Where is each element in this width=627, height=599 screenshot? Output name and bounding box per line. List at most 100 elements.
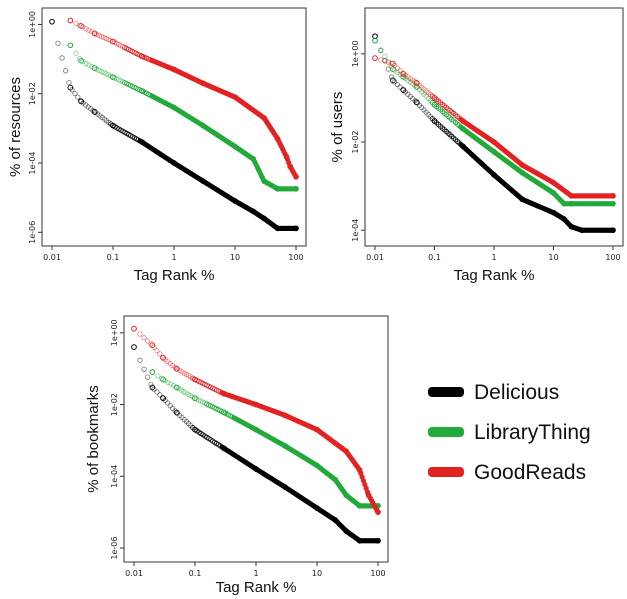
data-point [67, 17, 74, 24]
data-point [232, 143, 238, 150]
series-marker [151, 386, 157, 392]
y-tick-label: 1e+00 [28, 11, 37, 38]
series-marker [171, 383, 177, 389]
y-tick-label: 1e-04 [28, 151, 37, 174]
series-marker [385, 66, 391, 72]
data-point [610, 193, 616, 199]
legend-swatch [428, 467, 464, 477]
y-tick-label: 1e-04 [110, 465, 119, 488]
data-point [91, 65, 98, 71]
data-point [149, 342, 156, 349]
data-point [67, 42, 74, 49]
data-point [314, 462, 320, 469]
series-marker [157, 392, 163, 398]
data-point [332, 517, 339, 523]
series-librarything [372, 37, 616, 207]
data-point [171, 160, 177, 166]
data-point [131, 325, 137, 332]
data-point [343, 528, 349, 534]
series-marker [137, 357, 143, 363]
x-axis-label: Tag Rank % [454, 267, 535, 284]
x-tick-label: 10 [548, 253, 558, 262]
data-point [274, 225, 281, 232]
data-point [110, 38, 116, 45]
series-delicious [372, 33, 616, 234]
data-point [431, 95, 438, 101]
chart-panel-3: 0.01 0.1 1 10 100 1e-06 1e-04 1e-02 1e+00 Tag Ran… [85, 315, 389, 596]
data-point [221, 445, 227, 452]
data-point [160, 395, 166, 402]
data-point [253, 466, 259, 472]
data-point [519, 169, 526, 176]
series-marker [391, 62, 398, 68]
data-point [200, 178, 206, 184]
data-point [131, 344, 137, 350]
data-point [356, 503, 363, 509]
data-point [200, 122, 206, 129]
series-marker [59, 55, 65, 61]
data-point [221, 390, 227, 397]
series-marker [391, 79, 398, 85]
data-point [375, 537, 381, 544]
x-axis-label: Tag Rank % [216, 579, 297, 596]
y-axis-label: % of bookmarks [85, 385, 102, 493]
x-tick-label: 1 [171, 253, 176, 262]
series-marker [165, 400, 171, 406]
x-tick-label: 10 [230, 253, 240, 262]
x-tick-label: 0.1 [107, 253, 120, 262]
data-point [149, 369, 156, 375]
series-marker [86, 62, 92, 68]
data-point [78, 98, 84, 105]
data-point [232, 198, 238, 204]
y-tick-label: 1e-06 [110, 537, 119, 560]
legend-label: Delicious [474, 381, 559, 404]
data-point [610, 227, 616, 234]
data-point [375, 509, 381, 516]
data-point [261, 115, 267, 121]
data-point [139, 88, 145, 94]
data-point [413, 83, 420, 90]
x-tick-label: 0.01 [366, 253, 384, 262]
series-marker [154, 389, 160, 395]
legend-swatch [428, 427, 464, 437]
series-marker [394, 65, 401, 71]
series-marker [86, 27, 92, 33]
y-tick-label: 1e-02 [351, 130, 360, 153]
data-point [171, 104, 177, 111]
series-marker [141, 366, 147, 372]
series-marker [167, 403, 173, 409]
series-marker [89, 29, 95, 35]
data-point [343, 492, 349, 498]
series-marker [55, 40, 61, 46]
data-point [192, 395, 198, 402]
data-point [139, 139, 145, 146]
series-marker [378, 47, 384, 53]
data-point [413, 79, 420, 86]
series-marker [145, 338, 151, 344]
series-librarything [67, 42, 299, 192]
series-marker [155, 373, 161, 379]
data-point [400, 87, 407, 94]
x-tick-label: 0.1 [428, 253, 441, 262]
data-point [519, 162, 526, 168]
data-point [332, 476, 339, 483]
series-marker [83, 60, 89, 66]
legend-item-librarything: LibraryThing [428, 421, 591, 444]
data-point [287, 163, 293, 170]
data-point [413, 99, 420, 106]
data-point [67, 84, 74, 91]
data-point [293, 185, 299, 192]
series-marker [148, 381, 154, 387]
series-marker [141, 335, 147, 341]
chart-panel-2: 0.01 0.1 1 10 100 1e-04 1e-02 1e+00 Tag Rank % % … [329, 7, 624, 284]
data-point [550, 190, 557, 196]
data-point [431, 118, 438, 124]
data-point [282, 443, 288, 449]
data-point [460, 143, 466, 150]
data-point [221, 409, 227, 416]
x-tick-label: 0.1 [189, 569, 202, 578]
data-point [282, 412, 288, 419]
data-point [314, 426, 320, 433]
series-delicious [131, 344, 381, 544]
data-point [253, 426, 259, 433]
